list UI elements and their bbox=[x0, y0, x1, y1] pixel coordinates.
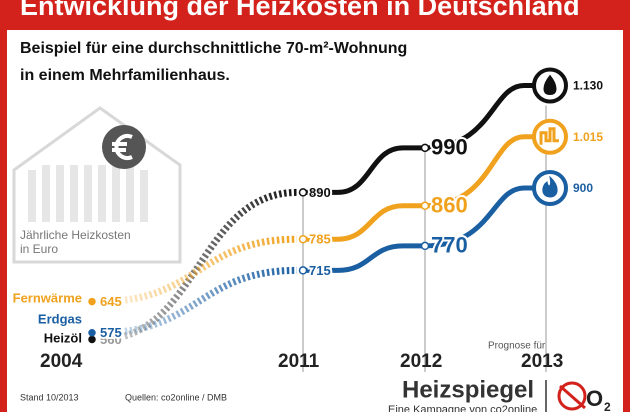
subtitle: Beispiel für eine durchschnittliche 70-m… bbox=[20, 40, 407, 57]
line-dotted bbox=[99, 266, 298, 337]
point bbox=[298, 188, 308, 197]
x-tick-label: 2013 bbox=[521, 351, 563, 372]
value-label: 990 bbox=[431, 135, 468, 160]
svg-text:2: 2 bbox=[604, 400, 611, 412]
euro-icon bbox=[102, 125, 146, 169]
svg-text:O: O bbox=[586, 386, 603, 411]
value-label: 575 bbox=[100, 325, 122, 340]
icon-glyph bbox=[542, 175, 558, 198]
x-tick-label: 2012 bbox=[400, 351, 442, 372]
series-name: Fernwärme bbox=[13, 290, 82, 305]
frame-left bbox=[0, 0, 7, 412]
brand: Heizspiegel bbox=[402, 376, 534, 403]
series-name: Heizöl bbox=[44, 330, 82, 345]
subtitle: in einem Mehrfamilienhaus. bbox=[20, 67, 230, 84]
value-label: 860 bbox=[431, 193, 468, 218]
y-axis-label: Jährliche Heizkosten bbox=[20, 228, 131, 242]
value-label: 645 bbox=[100, 294, 122, 309]
value-label: 900 bbox=[573, 181, 593, 195]
point bbox=[420, 241, 430, 251]
chart-title: Entwicklung der Heizkosten in Deutschlan… bbox=[20, 0, 580, 21]
icon-glyph bbox=[543, 74, 557, 95]
point bbox=[420, 143, 430, 153]
value-label: 890 bbox=[309, 185, 331, 200]
value-label: 1.130 bbox=[573, 79, 603, 93]
value-label: 785 bbox=[309, 232, 331, 247]
value-label: 770 bbox=[431, 233, 468, 258]
source: Quellen: co2online / DMB bbox=[125, 392, 227, 402]
line-dotted bbox=[99, 188, 298, 343]
frame-right bbox=[623, 0, 630, 412]
point bbox=[88, 329, 96, 337]
point bbox=[88, 297, 96, 306]
series-name: Erdgas bbox=[38, 311, 82, 326]
co2-logo: O 2 bbox=[557, 381, 611, 412]
point bbox=[88, 335, 96, 344]
value-label: 1.015 bbox=[573, 130, 603, 144]
value-label: 715 bbox=[309, 263, 331, 278]
note: Stand 10/2013 bbox=[20, 392, 79, 402]
y-axis-label: in Euro bbox=[20, 242, 58, 256]
point bbox=[298, 266, 308, 275]
forecast-note: Prognose für bbox=[488, 341, 546, 352]
house-icon bbox=[12, 106, 182, 264]
icon-glyph bbox=[539, 127, 559, 145]
point bbox=[298, 234, 308, 244]
title-bar bbox=[0, 0, 630, 30]
point bbox=[420, 201, 430, 211]
x-tick-label: 2004 bbox=[40, 351, 83, 372]
line-dotted bbox=[99, 235, 298, 306]
x-tick-label: 2011 bbox=[278, 351, 320, 372]
euro-symbol bbox=[112, 134, 133, 160]
brand-tagline: Eine Kampagne von co2online bbox=[388, 404, 537, 412]
